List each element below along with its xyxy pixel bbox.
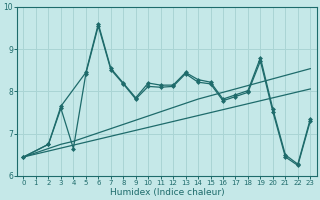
X-axis label: Humidex (Indice chaleur): Humidex (Indice chaleur): [109, 188, 224, 197]
